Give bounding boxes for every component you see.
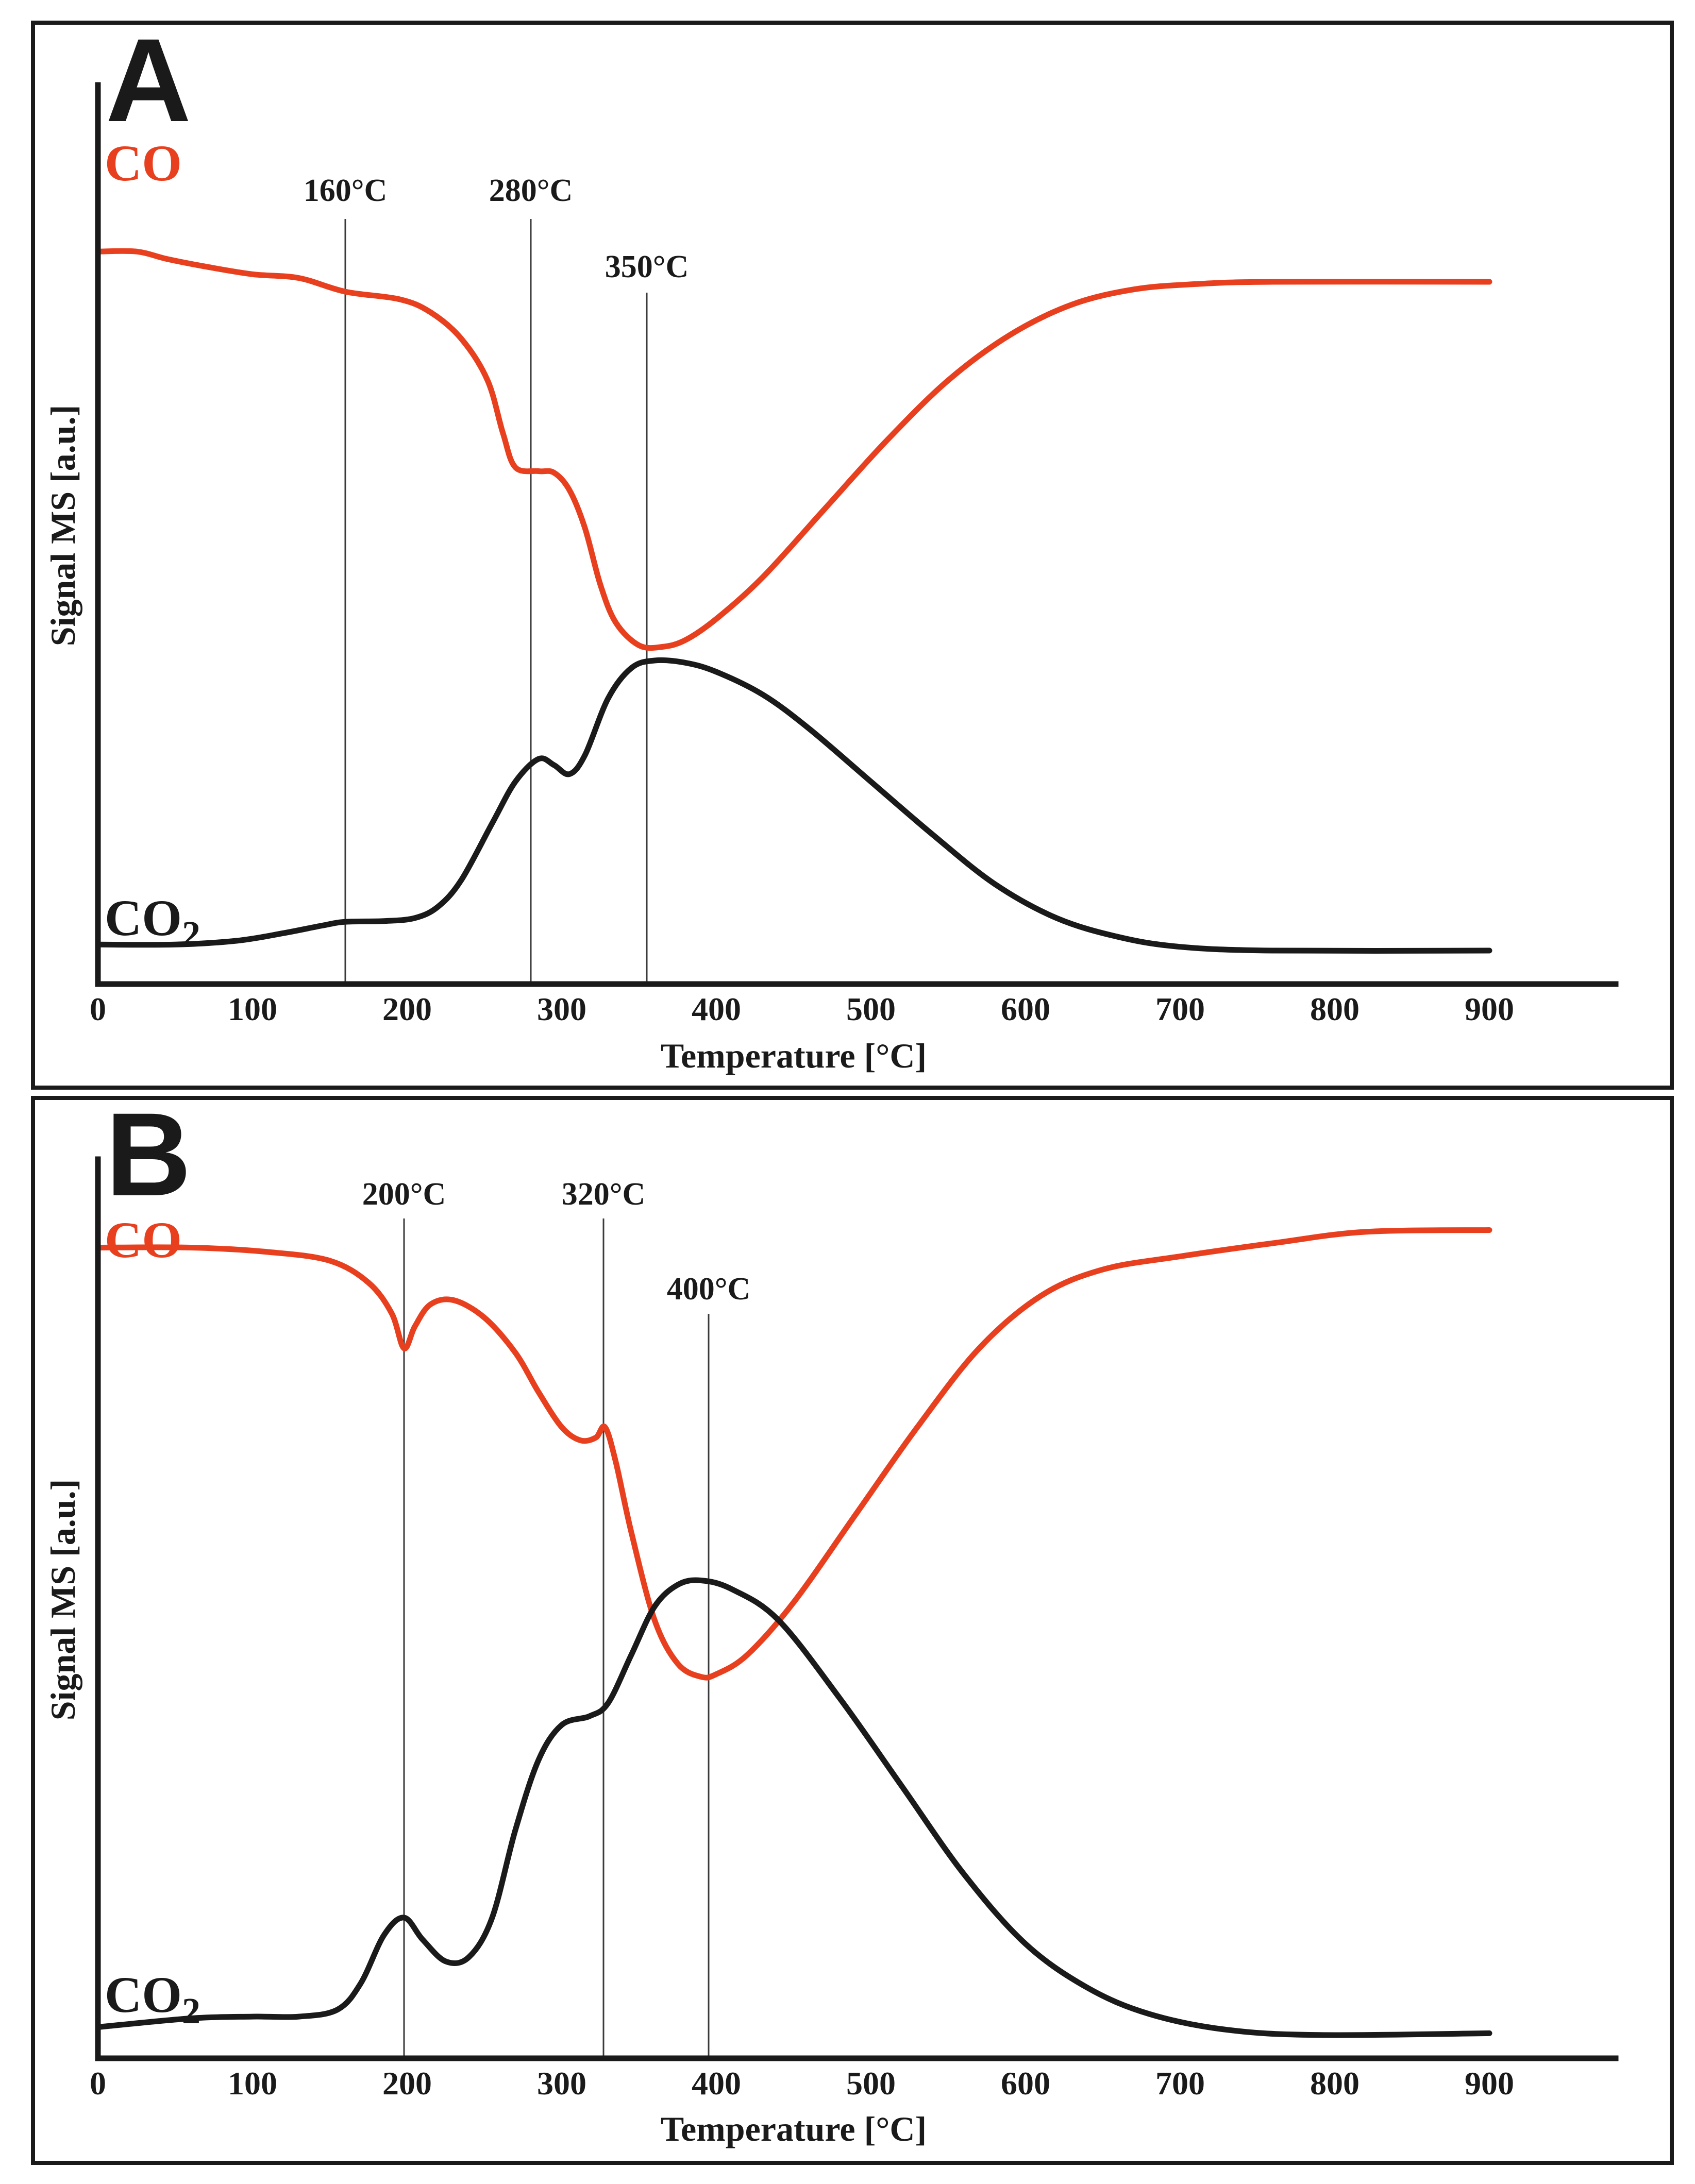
series-line-b-co [95,1227,1492,1681]
panel-a-series-labels: CO CO2 [105,134,200,955]
marker-label-b-2: 400°C [667,1272,751,1307]
series-label-a-co: CO [105,134,182,192]
x-tick-label-a-6: 600 [1001,991,1050,1027]
x-tick-label-a-3: 300 [537,991,586,1027]
panel-a-axes [95,82,1619,987]
marker-label-b-1: 320°C [562,1177,646,1212]
panel-a-curves [95,248,1492,954]
panel-b-x-axis-title: Temperature [°C] [661,2109,927,2148]
x-tick-label-a-8: 800 [1310,991,1360,1027]
x-tick-label-b-6: 600 [1001,2065,1050,2102]
x-tick-label-b-9: 900 [1465,2065,1514,2102]
marker-label-a-0: 160°C [304,173,388,208]
x-tick-label-b-7: 700 [1155,2065,1205,2102]
panel-b-series-labels: CO CO2 [105,1211,200,2031]
marker-label-b-0: 200°C [362,1177,446,1212]
series-label-b-co: CO [105,1211,182,1268]
x-tick-label-b-8: 800 [1310,2065,1360,2102]
x-tick-label-a-0: 0 [90,991,106,1027]
x-tick-label-a-7: 700 [1155,991,1205,1027]
series-label-a-co2: CO2 [105,889,200,955]
panel-a: A 160°C 280°C 350°C 0 100 200 300 400 500 600 700… [31,14,1674,1090]
x-tick-label-b-4: 400 [692,2065,741,2102]
marker-label-a-1: 280°C [489,173,573,208]
x-tick-label-b-1: 100 [228,2065,277,2102]
panel-b-axes [95,1156,1619,2061]
panel-a-x-ticks: 0 100 200 300 400 500 600 700 800 900 [90,991,1514,1027]
x-tick-label-a-9: 900 [1465,991,1514,1027]
series-line-a-co [95,248,1492,651]
panel-b-letter: B [106,1088,191,1221]
panel-b-curves [95,1227,1492,2038]
panel-b-y-axis-title: Signal MS [a.u.] [43,1479,82,1721]
panel-a-letter: A [106,14,191,146]
series-label-b-co2: CO2 [105,1966,200,2031]
series-line-b-co2 [95,1577,1492,2038]
panel-b-markers: 200°C 320°C 400°C [362,1177,751,2061]
panel-b-frame [31,1096,1674,2165]
panel-b-x-ticks: 0 100 200 300 400 500 600 700 800 900 [90,2065,1514,2102]
panel-a-markers: 160°C 280°C 350°C [304,173,689,984]
x-tick-label-b-3: 300 [537,2065,586,2102]
x-tick-label-b-0: 0 [90,2065,106,2102]
series-line-a-co2 [95,657,1492,954]
panel-b: B 200°C 320°C 400°C 0 100 200 300 400 500 600 700… [31,1088,1674,2165]
x-tick-label-a-5: 500 [846,991,896,1027]
x-tick-label-a-4: 400 [692,991,741,1027]
x-tick-label-a-1: 100 [228,991,277,1027]
marker-label-a-2: 350°C [605,249,689,284]
panel-a-x-axis-title: Temperature [°C] [661,1036,927,1075]
x-tick-label-a-2: 200 [382,991,432,1027]
panel-a-frame [31,21,1674,1090]
panel-a-y-axis-title: Signal MS [a.u.] [43,405,82,647]
x-tick-label-b-2: 200 [382,2065,432,2102]
x-tick-label-b-5: 500 [846,2065,896,2102]
